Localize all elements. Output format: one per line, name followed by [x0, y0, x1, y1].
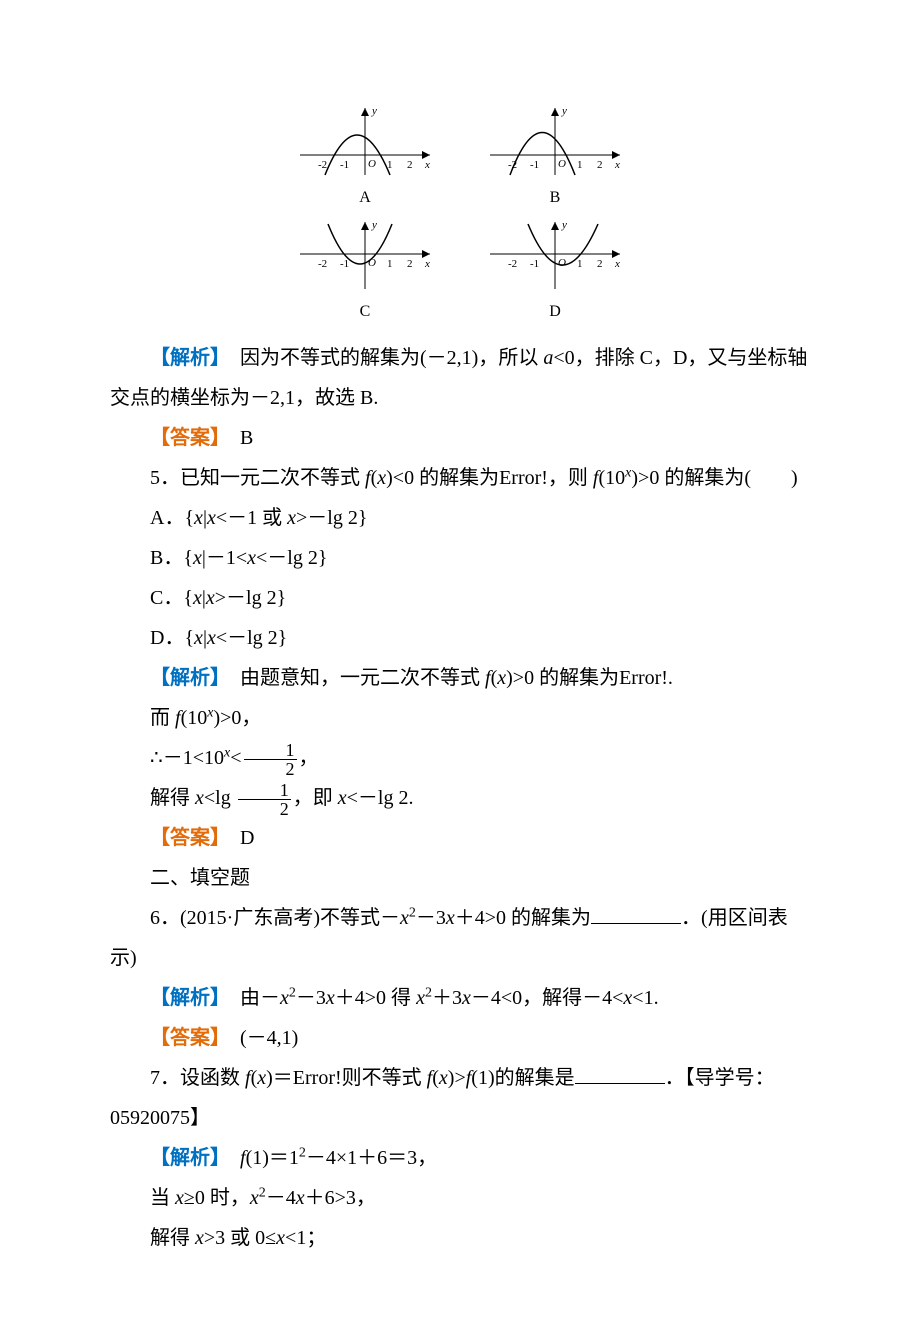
label-analyze: 【解析】	[150, 1147, 220, 1169]
label-answer: 【答案】	[150, 427, 220, 449]
svg-text:-1: -1	[340, 258, 349, 270]
q7-analysis1: 【解析】 f(1)＝12－4×1＋6＝3，	[110, 1138, 810, 1178]
blank	[591, 903, 681, 924]
q4-answer: 【答案】 B	[110, 418, 810, 458]
q7-analysis2: 当 x≥0 时，x2－4x＋6>3，	[110, 1178, 810, 1218]
graph-A: y x -2 -1 O 1 2 A	[290, 100, 440, 214]
label-analyze: 【解析】	[150, 347, 220, 369]
graph-label-D: D	[549, 296, 561, 328]
frac-den: 2	[238, 799, 291, 818]
svg-text:2: 2	[597, 258, 603, 270]
label-answer: 【答案】	[150, 1027, 220, 1049]
svg-text:-1: -1	[340, 159, 349, 171]
q5-analysis1: 【解析】 由题意知，一元二次不等式 f(x)>0 的解集为Error!.	[110, 658, 810, 698]
q5-optD: D．{x|x<－lg 2}	[110, 618, 810, 658]
axis-x-label: x	[424, 159, 430, 171]
q4-analysis-line2: 交点的横坐标为－2,1，故选 B.	[110, 378, 810, 418]
svg-text:2: 2	[597, 159, 603, 171]
svg-text:x: x	[424, 258, 430, 270]
q7-guide: 05920075】	[110, 1098, 810, 1138]
svg-text:-1: -1	[530, 258, 539, 270]
q4-analysis-text: 因为不等式的解集为(－2,1)，所以 a<0，排除 C，D，又与坐标轴	[220, 347, 807, 369]
q5-optB: B．{x|－1<x<－lg 2}	[110, 538, 810, 578]
blank	[575, 1063, 665, 1084]
q5-optA: A．{x|x<－1 或 x>－lg 2}	[110, 498, 810, 538]
svg-text:O: O	[558, 257, 566, 269]
svg-text:y: y	[371, 219, 377, 231]
label-analyze: 【解析】	[150, 667, 220, 689]
svg-text:y: y	[561, 105, 567, 117]
label-analyze: 【解析】	[150, 987, 220, 1009]
axis-y-label: y	[371, 105, 377, 117]
q5-analysis2: 而 f(10x)>0，	[110, 698, 810, 738]
section2-heading: 二、填空题	[110, 858, 810, 898]
q6-stem: 6．(2015·广东高考)不等式－x2－3x＋4>0 的解集为．(用区间表示)	[110, 898, 810, 978]
svg-text:2: 2	[407, 159, 413, 171]
graph-B: y x -2 -1 O 1 2 B	[480, 100, 630, 214]
q6-answer: 【答案】 (－4,1)	[110, 1018, 810, 1058]
svg-text:-1: -1	[530, 159, 539, 171]
q4-analysis: 【解析】 因为不等式的解集为(－2,1)，所以 a<0，排除 C，D，又与坐标轴	[110, 338, 810, 378]
q6-analysis: 【解析】 由－x2－3x＋4>0 得 x2＋3x－4<0，解得－4<x<1.	[110, 978, 810, 1018]
q5-answer: 【答案】 D	[110, 818, 810, 858]
frac-den: 2	[244, 759, 297, 778]
graph-options: y x -2 -1 O 1 2 A	[110, 100, 810, 328]
svg-text:O: O	[558, 158, 566, 170]
graph-label-B: B	[550, 182, 561, 214]
q7-analysis3: 解得 x>3 或 0≤x<1；	[110, 1218, 810, 1258]
svg-text:1: 1	[577, 159, 583, 171]
q5-answer-text: D	[220, 827, 254, 849]
graph-label-A: A	[359, 182, 371, 214]
frac-num: 1	[244, 741, 297, 759]
svg-text:y: y	[561, 219, 567, 231]
graph-C: y x -2 -1 O 1 2 C	[290, 214, 440, 328]
svg-text:O: O	[368, 158, 376, 170]
svg-text:x: x	[614, 159, 620, 171]
svg-text:-2: -2	[318, 159, 327, 171]
q5-analysis4: 解得 x<lg 12，即 x<－lg 2.	[110, 778, 810, 818]
label-answer: 【答案】	[150, 827, 220, 849]
q6-answer-text: (－4,1)	[220, 1027, 298, 1049]
svg-text:1: 1	[577, 258, 583, 270]
q7-stem: 7．设函数 f(x)＝Error!则不等式 f(x)>f(1)的解集是．【导学号…	[110, 1058, 810, 1098]
q5-optC: C．{x|x>－lg 2}	[110, 578, 810, 618]
graph-label-C: C	[360, 296, 371, 328]
svg-text:-2: -2	[318, 258, 327, 270]
q4-answer-text: B	[220, 427, 253, 449]
svg-text:-2: -2	[508, 258, 517, 270]
svg-text:x: x	[614, 258, 620, 270]
svg-text:2: 2	[407, 258, 413, 270]
q5-stem: 5．已知一元二次不等式 f(x)<0 的解集为Error!，则 f(10x)>0…	[110, 458, 810, 498]
frac-num: 1	[238, 781, 291, 799]
svg-text:1: 1	[387, 258, 393, 270]
graph-D: y x -2 -1 O 1 2 D	[480, 214, 630, 328]
q5-analysis3: ∴－1<10x<12，	[110, 738, 810, 778]
